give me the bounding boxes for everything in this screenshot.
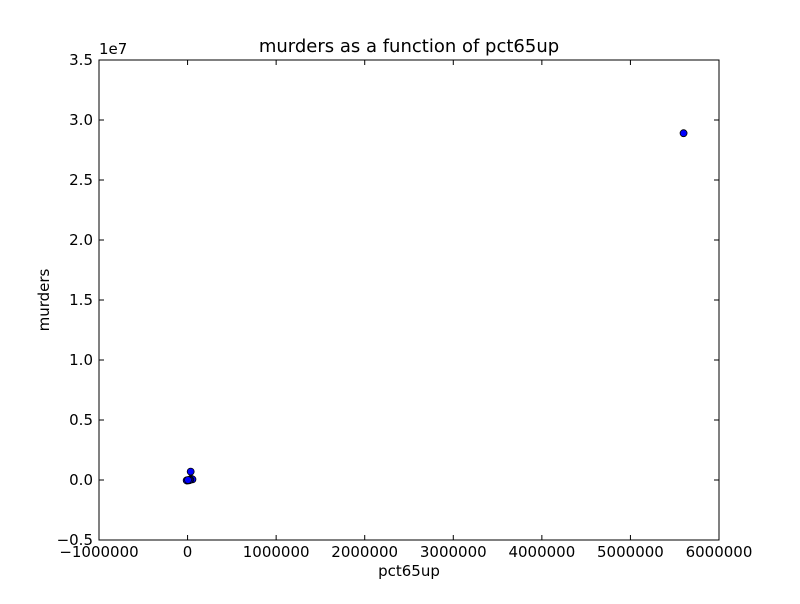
- x-tick-label: −1000000: [59, 543, 138, 561]
- x-tick-label: 4000000: [508, 543, 575, 561]
- data-point: [184, 476, 192, 484]
- plot-frame: [98, 59, 720, 541]
- y-tick-label: 1.5: [69, 291, 93, 309]
- x-tick-label: 2000000: [331, 543, 398, 561]
- x-tick-label: 0: [183, 543, 193, 561]
- y-tick-label: 2.5: [69, 171, 93, 189]
- x-tick-label: 6000000: [686, 543, 753, 561]
- chart-title: murders as a function of pct65up: [259, 36, 559, 57]
- y-tick-label: 0.0: [69, 471, 93, 489]
- x-tick-label: 1000000: [243, 543, 310, 561]
- y-tick-label: 3.0: [69, 111, 93, 129]
- y-tick-label: 1.0: [69, 351, 93, 369]
- points-layer: [182, 129, 688, 485]
- y-tick-label: 0.5: [69, 411, 93, 429]
- data-point: [186, 467, 195, 476]
- y-tick-label: 3.5: [69, 51, 93, 69]
- ticks-layer: −1000000 0 1000000 2000000 3000000 4000000 500…: [57, 51, 753, 561]
- data-point: [679, 129, 688, 138]
- x-tick-label: 3000000: [420, 543, 487, 561]
- x-tick-label: 5000000: [597, 543, 664, 561]
- y-axis-label: murders: [35, 268, 53, 331]
- y-tick-label: 2.0: [69, 231, 93, 249]
- x-axis-label: pct65up: [378, 562, 440, 580]
- y-tick-label: −0.5: [57, 531, 93, 549]
- y-axis-offset-label: 1e7: [99, 40, 127, 58]
